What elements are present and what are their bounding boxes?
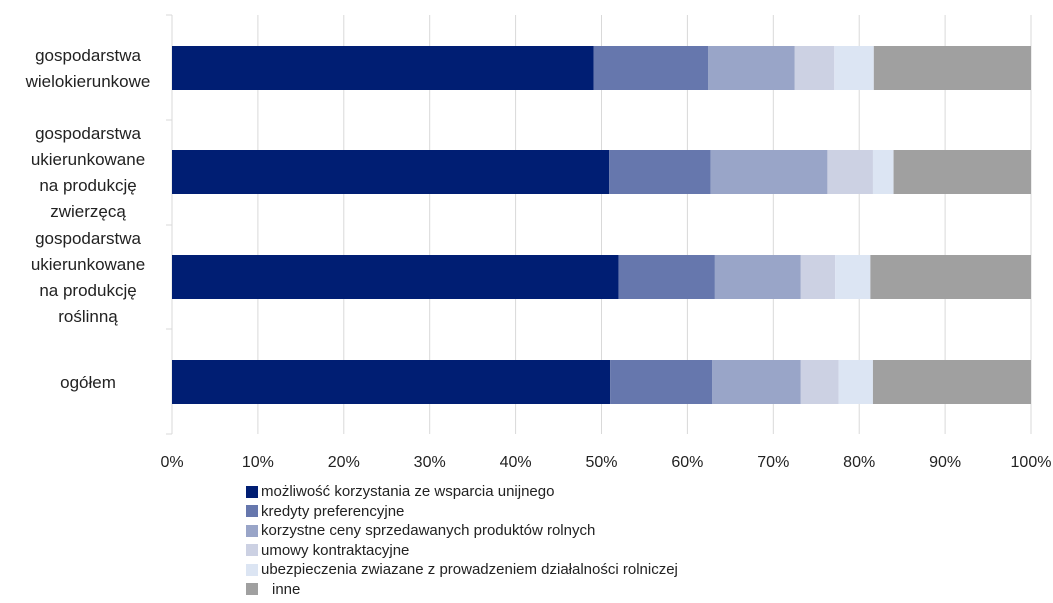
x-tick-labels: 0% 10% 20% 30% 40% 50% 60% 70% 80% 90% 100% <box>160 454 1051 470</box>
bar-segment <box>710 150 828 194</box>
bar-segment <box>609 150 711 194</box>
bar-segment <box>872 150 894 194</box>
x-tick-label: 100% <box>1011 454 1052 470</box>
legend-swatch <box>246 544 258 557</box>
legend-label: inne <box>272 580 301 598</box>
x-tick-label: 40% <box>500 454 532 470</box>
bar-segment <box>794 46 835 90</box>
bar-segment <box>714 255 801 299</box>
bar-segment <box>610 360 713 404</box>
bar-segment <box>827 150 873 194</box>
bar-segment <box>800 360 839 404</box>
bar-segment <box>838 360 873 404</box>
bar-segment <box>172 255 619 299</box>
legend-label: kredyty preferencyjne <box>261 502 405 520</box>
stacked-bar-chart: gospodarstwa wielokierunkowe gospodarstwa u… <box>25 14 1051 470</box>
bar-segment <box>835 255 871 299</box>
x-tick-label: 10% <box>242 454 274 470</box>
legend-label: możliwość korzystania ze wsparcia unijne… <box>261 483 555 500</box>
bar-segment <box>834 46 874 90</box>
bar-segment <box>593 46 709 90</box>
bar-segment <box>618 255 715 299</box>
category-labels: gospodarstwa wielokierunkowe gospodarstwa u… <box>25 46 151 392</box>
legend-item: kredyty preferencyjne <box>246 502 678 522</box>
legend-item: umowy kontraktacyjne <box>246 541 678 561</box>
legend-swatch <box>246 485 258 498</box>
legend: możliwość korzystania ze wsparcia unijne… <box>246 482 678 599</box>
legend-label: ubezpieczenia zwiazane z prowadzeniem dz… <box>261 561 678 578</box>
x-tick-label: 0% <box>160 454 183 470</box>
bar-segment <box>800 255 836 299</box>
bar-segment <box>172 360 611 404</box>
x-tick-label: 90% <box>929 454 961 470</box>
legend-label: umowy kontraktacyjne <box>261 541 410 559</box>
bar-segment <box>172 46 594 90</box>
legend-item: korzystne ceny sprzedawanych produktów r… <box>246 521 678 541</box>
x-tick-label: 30% <box>414 454 446 470</box>
legend-item: ubezpieczenia zwiazane z prowadzeniem dz… <box>246 560 678 580</box>
bar-segment <box>893 150 1031 194</box>
x-tick-label: 80% <box>843 454 875 470</box>
bar-segment <box>870 255 1031 299</box>
category-label: ogółem <box>60 373 116 392</box>
x-tick-label: 20% <box>328 454 360 470</box>
legend-swatch <box>246 505 258 518</box>
legend-item: możliwość korzystania ze wsparcia unijne… <box>246 482 678 502</box>
legend-label: korzystne ceny sprzedawanych produktów r… <box>261 522 596 539</box>
bar-segment <box>712 360 801 404</box>
legend-swatch <box>246 563 258 576</box>
bar-segment <box>873 46 1031 90</box>
x-tick-label: 60% <box>671 454 703 470</box>
bar-segment <box>172 150 610 194</box>
bar-segment <box>872 360 1031 404</box>
category-label: gospodarstwa ukierunkowane na produkcję roś… <box>31 229 145 326</box>
bar-segment <box>708 46 795 90</box>
legend-swatch <box>246 583 258 596</box>
legend-item: inne <box>246 580 678 600</box>
x-tick-label: 70% <box>757 454 789 470</box>
legend-swatch <box>246 524 258 537</box>
bars <box>172 46 1031 404</box>
category-label: gospodarstwa wielokierunkowe <box>25 46 151 91</box>
category-label: gospodarstwa ukierunkowane na produkcję zwi… <box>31 124 145 221</box>
x-tick-label: 50% <box>585 454 617 470</box>
